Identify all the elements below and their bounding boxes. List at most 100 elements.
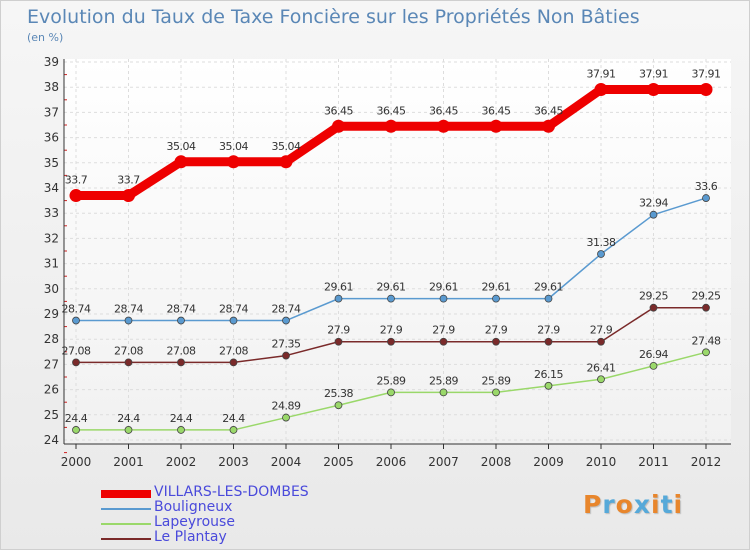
data-label: 27.9	[380, 324, 403, 337]
y-tick-label: 30	[44, 282, 59, 296]
data-point	[177, 358, 185, 367]
data-point	[177, 426, 185, 434]
y-tick-label: 26	[44, 383, 59, 397]
data-point	[702, 303, 710, 312]
data-point	[387, 337, 395, 346]
data-point	[387, 294, 395, 303]
data-label: 27.08	[167, 344, 196, 357]
x-tick-label: 2000	[61, 455, 92, 469]
y-tick-label: 32	[44, 231, 59, 245]
data-point	[489, 119, 503, 133]
data-label: 28.74	[167, 303, 196, 316]
data-point	[229, 358, 238, 367]
data-point	[279, 155, 293, 169]
y-tick-label: 36	[44, 131, 59, 145]
data-point	[72, 316, 80, 325]
proxiti-logo: Proxiti	[583, 490, 684, 519]
data-point	[542, 119, 555, 133]
data-label: 24.89	[272, 400, 301, 413]
data-point	[124, 426, 133, 434]
data-label: 25.89	[429, 374, 458, 387]
chart-subtitle: (en %)	[27, 31, 64, 44]
data-point	[649, 303, 658, 312]
data-point	[439, 337, 448, 346]
data-point	[72, 426, 80, 434]
data-label: 27.48	[692, 334, 721, 347]
data-label: 29.61	[482, 281, 511, 294]
y-tick-label: 34	[44, 181, 59, 195]
data-label: 28.74	[219, 303, 248, 316]
data-point	[69, 189, 83, 203]
data-label: 32.94	[639, 197, 668, 210]
data-label: 28.74	[272, 303, 301, 316]
data-label: 31.38	[587, 236, 616, 249]
data-label: 35.04	[167, 140, 196, 153]
data-label: 29.61	[429, 281, 458, 294]
x-tick-label: 2010	[586, 455, 617, 469]
y-tick-label: 24	[44, 433, 59, 447]
legend-label: Lapeyrouse	[154, 514, 235, 530]
data-point	[492, 337, 500, 346]
y-tick-label: 35	[44, 156, 59, 170]
data-label: 26.15	[534, 368, 563, 381]
data-label: 36.45	[534, 104, 563, 117]
y-tick-label: 28	[44, 332, 59, 346]
x-tick-label: 2001	[113, 455, 144, 469]
data-point	[492, 388, 500, 397]
data-label: 29.25	[639, 290, 668, 303]
x-tick-label: 2005	[323, 455, 354, 469]
data-point	[229, 426, 238, 434]
legend-label: Le Plantay	[154, 529, 227, 545]
data-point	[597, 337, 605, 346]
data-label: 24.4	[65, 412, 88, 425]
data-point	[492, 294, 500, 303]
x-tick-label: 2008	[481, 455, 512, 469]
data-point	[387, 388, 395, 397]
data-point	[699, 82, 713, 96]
data-point	[282, 316, 290, 325]
data-label: 27.9	[432, 324, 455, 337]
data-label: 24.4	[222, 412, 245, 425]
chart-title: Evolution du Taux de Taxe Foncière sur l…	[27, 6, 640, 28]
data-label: 35.04	[219, 140, 248, 153]
data-label: 29.61	[377, 281, 406, 294]
data-point	[647, 82, 660, 96]
data-point	[649, 362, 658, 370]
data-label: 37.91	[692, 67, 721, 80]
data-point	[597, 375, 605, 384]
data-label: 25.89	[377, 374, 406, 387]
data-label: 24.4	[117, 412, 140, 425]
data-point	[439, 388, 448, 397]
data-label: 27.9	[537, 324, 560, 337]
data-label: 26.41	[587, 361, 616, 374]
data-point	[282, 413, 290, 422]
axes: 24 25 26 27 28 29 30 31 32 33 34 35 36 37 38 39 2000 2001…	[44, 55, 731, 469]
data-label: 29.25	[692, 290, 721, 303]
y-tick-label: 37	[44, 105, 59, 119]
data-label: 37.91	[587, 67, 616, 80]
data-point	[702, 348, 710, 357]
data-label: 36.45	[482, 104, 511, 117]
legend-swatch	[101, 538, 151, 540]
y-tick-label: 31	[44, 257, 59, 271]
data-label: 27.9	[327, 324, 350, 337]
legend-label: VILLARS-LES-DOMBES	[154, 484, 309, 500]
data-point	[282, 351, 290, 360]
data-point	[124, 358, 133, 367]
data-label: 25.89	[482, 374, 511, 387]
y-tick-label: 27	[44, 357, 59, 371]
data-label: 36.45	[429, 104, 458, 117]
data-point	[332, 119, 345, 133]
y-tick-label: 39	[44, 55, 59, 69]
data-point	[702, 194, 710, 202]
data-label: 36.45	[377, 104, 406, 117]
data-label: 27.08	[114, 344, 143, 357]
data-label: 29.61	[534, 281, 563, 294]
data-label: 35.04	[272, 140, 301, 153]
data-labels: 27.08 27.08 27.08 27.08 27.35 27.9 27.9 27.9 27.…	[62, 67, 722, 425]
legend-label: Bouligneux	[154, 499, 233, 515]
x-tick-label: 2009	[533, 455, 564, 469]
data-point	[597, 250, 605, 258]
